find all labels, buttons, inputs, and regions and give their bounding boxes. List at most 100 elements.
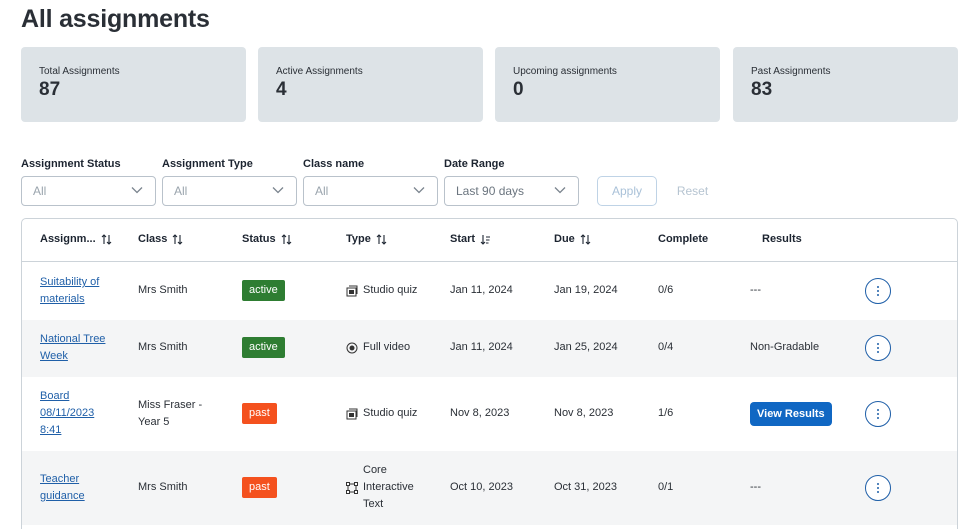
results-value: --- — [750, 284, 761, 296]
column-header-assignment[interactable]: Assignm... — [40, 233, 112, 245]
more-vertical-icon — [877, 286, 879, 296]
table-header: Assignm... Class Status Type Start Due C… — [22, 219, 957, 262]
stat-card-total: Total Assignments 87 — [21, 47, 246, 122]
start-date: Oct 10, 2023 — [450, 481, 513, 493]
column-header-start[interactable]: Start — [450, 233, 491, 245]
select-value: Last 90 days — [456, 184, 525, 198]
stat-value: 0 — [513, 79, 524, 100]
filter-label-date: Date Range — [444, 158, 505, 170]
results-value: Non-Gradable — [750, 341, 820, 353]
interactive-text-icon — [346, 482, 358, 494]
more-vertical-icon — [877, 483, 879, 493]
stat-label: Active Assignments — [276, 66, 363, 77]
table-row: Suitability of materials Mrs Smith active… — [22, 262, 957, 320]
due-date: Jan 19, 2024 — [554, 284, 618, 296]
stat-card-upcoming: Upcoming assignments 0 — [495, 47, 720, 122]
due-date: Jan 25, 2024 — [554, 341, 618, 353]
date-range-select[interactable]: Last 90 days — [444, 176, 579, 206]
complete-count: 0/4 — [658, 341, 674, 353]
video-icon — [346, 342, 358, 354]
complete-count: 0/1 — [658, 481, 674, 493]
page-title: All assignments — [21, 5, 210, 33]
assignment-type-select[interactable]: All — [162, 176, 297, 206]
filter-label-class: Class name — [303, 158, 365, 170]
stat-value: 87 — [39, 79, 61, 100]
class-name: Mrs Smith — [138, 341, 188, 353]
sort-icon — [101, 233, 112, 245]
column-header-type[interactable]: Type — [346, 233, 387, 245]
filter-label-status: Assignment Status — [21, 158, 121, 170]
stat-value: 83 — [751, 79, 773, 100]
assignments-table: Assignm... Class Status Type Start Due C… — [21, 218, 958, 529]
results-value: --- — [750, 481, 761, 493]
column-header-label: Results — [762, 233, 802, 245]
sort-descending-icon — [480, 234, 491, 245]
column-header-label: Due — [554, 233, 575, 245]
start-date: Jan 11, 2024 — [450, 284, 513, 296]
quiz-icon — [346, 285, 358, 297]
quiz-icon — [346, 408, 358, 420]
status-badge: active — [242, 280, 285, 301]
stat-label: Total Assignments — [39, 66, 120, 77]
column-header-label: Complete — [658, 233, 709, 245]
status-badge: active — [242, 337, 285, 358]
stat-card-past: Past Assignments 83 — [733, 47, 958, 122]
select-value: All — [315, 184, 329, 198]
class-name: Mrs Smith — [138, 284, 188, 296]
column-header-class[interactable]: Class — [138, 233, 183, 245]
column-header-label: Status — [242, 233, 276, 245]
select-value: All — [174, 184, 188, 198]
column-header-label: Assignm... — [40, 233, 96, 245]
column-header-results: Results — [762, 233, 802, 245]
assignment-link[interactable]: Board 08/11/2023 8:41 — [40, 390, 95, 436]
column-header-label: Start — [450, 233, 476, 245]
assignment-type: Studio quiz — [363, 284, 418, 296]
sort-icon — [281, 233, 292, 245]
chevron-down-icon — [272, 187, 284, 194]
more-vertical-icon — [877, 343, 879, 353]
complete-count: 0/6 — [658, 284, 674, 296]
row-actions-button[interactable] — [865, 335, 891, 361]
row-actions-button[interactable] — [865, 401, 891, 427]
stat-label: Past Assignments — [751, 66, 831, 77]
start-date: Jan 11, 2024 — [450, 341, 513, 353]
assignment-type: Studio quiz — [363, 407, 418, 419]
sort-icon — [172, 233, 183, 245]
chevron-down-icon — [131, 187, 143, 194]
assignment-type: Full video — [363, 341, 411, 353]
column-header-due[interactable]: Due — [554, 233, 591, 245]
assignment-link[interactable]: Suitability of materials — [40, 276, 100, 305]
stat-label: Upcoming assignments — [513, 66, 617, 77]
more-vertical-icon — [877, 409, 879, 419]
column-header-label: Type — [346, 233, 371, 245]
due-date: Nov 8, 2023 — [554, 407, 614, 419]
class-name: Miss Fraser - Year 5 — [138, 399, 203, 428]
table-row: National Tree Week Mrs Smith active Full … — [22, 320, 957, 377]
assignment-link[interactable]: National Tree Week — [40, 333, 106, 362]
reset-button[interactable]: Reset — [665, 176, 720, 206]
chevron-down-icon — [413, 187, 425, 194]
assignment-link[interactable]: Teacher guidance — [40, 473, 85, 502]
due-date: Oct 31, 2023 — [554, 481, 617, 493]
start-date: Nov 8, 2023 — [450, 407, 510, 419]
assignment-status-select[interactable]: All — [21, 176, 156, 206]
table-row: Board 08/11/2023 8:41 Miss Fraser - Year 5 … — [22, 377, 957, 451]
stat-card-active: Active Assignments 4 — [258, 47, 483, 122]
sort-icon — [376, 233, 387, 245]
class-name-select[interactable]: All — [303, 176, 438, 206]
column-header-complete: Complete — [658, 233, 708, 245]
status-badge: past — [242, 403, 277, 424]
complete-count: 1/6 — [658, 407, 674, 419]
status-badge: past — [242, 477, 277, 498]
view-results-button[interactable]: View Results — [750, 402, 832, 426]
filter-label-type: Assignment Type — [162, 158, 253, 170]
column-header-status[interactable]: Status — [242, 233, 292, 245]
sort-icon — [580, 233, 591, 245]
row-actions-button[interactable] — [865, 475, 891, 501]
select-value: All — [33, 184, 47, 198]
apply-button[interactable]: Apply — [597, 176, 657, 206]
row-actions-button[interactable] — [865, 278, 891, 304]
column-header-label: Class — [138, 233, 168, 245]
table-row: Teacher guidance Mrs Smith past Core Inter… — [22, 451, 957, 525]
chevron-down-icon — [554, 187, 566, 194]
